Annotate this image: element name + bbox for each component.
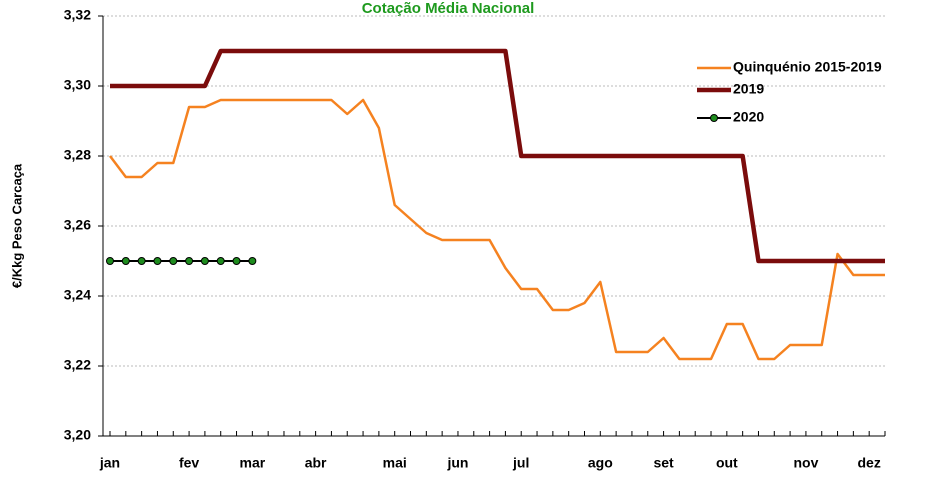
x-tick-label: nov [793,455,818,471]
y-tick-label: 3,20 [64,427,91,443]
series-marker [153,257,162,265]
x-tick-label: abr [305,455,327,471]
y-tick-label: 3,32 [64,7,91,23]
series-marker [185,257,194,265]
series-marker [121,257,130,265]
series-marker [248,257,257,265]
y-tick-label: 3,26 [64,217,91,233]
x-tick-label: dez [858,455,881,471]
series-marker [106,257,114,265]
series-marker [232,257,241,265]
series-marker [216,257,225,265]
y-tick-label: 3,28 [64,147,91,163]
series-marker [200,257,209,265]
series-marker [137,257,146,265]
chart-title: Cotação Média Nacional [362,0,535,17]
x-tick-label: fev [179,455,199,471]
x-tick-label: jan [99,455,120,471]
x-tick-label: jun [446,455,468,471]
y-axis-label: €/Kkg Peso Carcaça [9,163,24,288]
series-marker [169,257,178,265]
legend-label: 2020 [733,109,764,125]
x-tick-label: mai [383,455,407,471]
y-tick-label: 3,24 [64,287,91,303]
x-tick-label: set [653,455,674,471]
x-tick-label: out [716,455,738,471]
y-tick-label: 3,30 [64,77,91,93]
legend-marker [710,114,718,122]
series-line [109,98,885,361]
x-tick-label: mar [240,455,266,471]
y-tick-label: 3,22 [64,357,91,373]
legend-label: Quinquénio 2015-2019 [733,59,882,75]
legend-label: 2019 [733,81,764,97]
x-tick-label: ago [588,455,613,471]
series-line [110,48,885,264]
x-tick-label: jul [512,455,529,471]
